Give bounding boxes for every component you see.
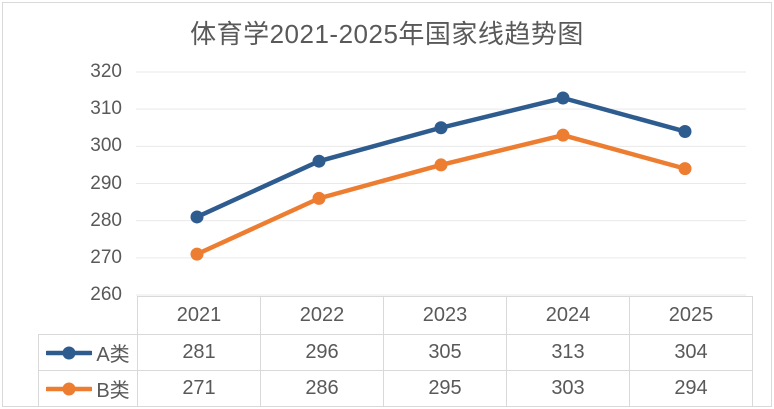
chart-title: 体育学2021-2025年国家线趋势图 <box>190 19 584 49</box>
data-point-marker <box>312 154 326 168</box>
data-table: 2021 2022 2023 2024 2025 A类 281 296 305 313 304 B类 2… <box>38 296 753 407</box>
data-point-marker <box>190 210 204 224</box>
data-point-marker <box>190 247 204 261</box>
value-cell: 305 <box>383 334 507 371</box>
y-axis-tick-label: 260 <box>90 284 122 305</box>
y-axis-tick-label: 300 <box>90 135 122 157</box>
legend-item: A类 <box>38 334 138 371</box>
data-point-marker <box>556 91 570 105</box>
y-axis-tick-label: 280 <box>90 209 122 231</box>
year-header-cell: 2025 <box>629 296 753 335</box>
year-header-cell: 2024 <box>506 296 630 335</box>
legend-line-marker-icon <box>46 346 93 359</box>
data-point-marker <box>434 121 448 135</box>
value-cell: 296 <box>260 334 384 371</box>
data-point-marker <box>678 124 692 138</box>
table-row: A类 281 296 305 313 304 <box>38 334 753 371</box>
legend-label: A类 <box>96 344 130 366</box>
year-header-cell: 2021 <box>137 296 261 335</box>
legend-item: B类 <box>38 370 138 407</box>
value-cell: 304 <box>629 334 753 371</box>
value-cell: 271 <box>137 370 261 407</box>
value-cell: 313 <box>506 334 630 371</box>
year-header-cell: 2023 <box>383 296 507 335</box>
value-cell: 281 <box>137 334 261 371</box>
data-point-marker <box>434 158 448 172</box>
value-cell: 294 <box>629 370 753 407</box>
data-point-marker <box>312 191 326 205</box>
legend-label: B类 <box>96 380 130 402</box>
value-cell: 295 <box>383 370 507 407</box>
series-line-B类 <box>194 132 688 257</box>
year-header-cell: 2022 <box>260 296 384 335</box>
y-axis-tick-label: 310 <box>90 98 122 120</box>
y-axis-tick-label: 270 <box>90 246 122 268</box>
value-cell: 303 <box>506 370 630 407</box>
plot-area <box>136 71 746 296</box>
y-axis-tick-label: 290 <box>90 172 122 194</box>
table-corner-cell <box>39 297 138 335</box>
value-cell: 286 <box>260 370 384 407</box>
table-header-row: 2021 2022 2023 2024 2025 <box>39 296 753 335</box>
data-point-marker <box>556 128 570 142</box>
legend-line-marker-icon <box>46 382 93 395</box>
data-point-marker <box>678 162 692 176</box>
series-line-A类 <box>194 95 688 220</box>
table-row: B类 271 286 295 303 294 <box>38 370 753 407</box>
y-axis-tick-label: 320 <box>90 61 122 82</box>
